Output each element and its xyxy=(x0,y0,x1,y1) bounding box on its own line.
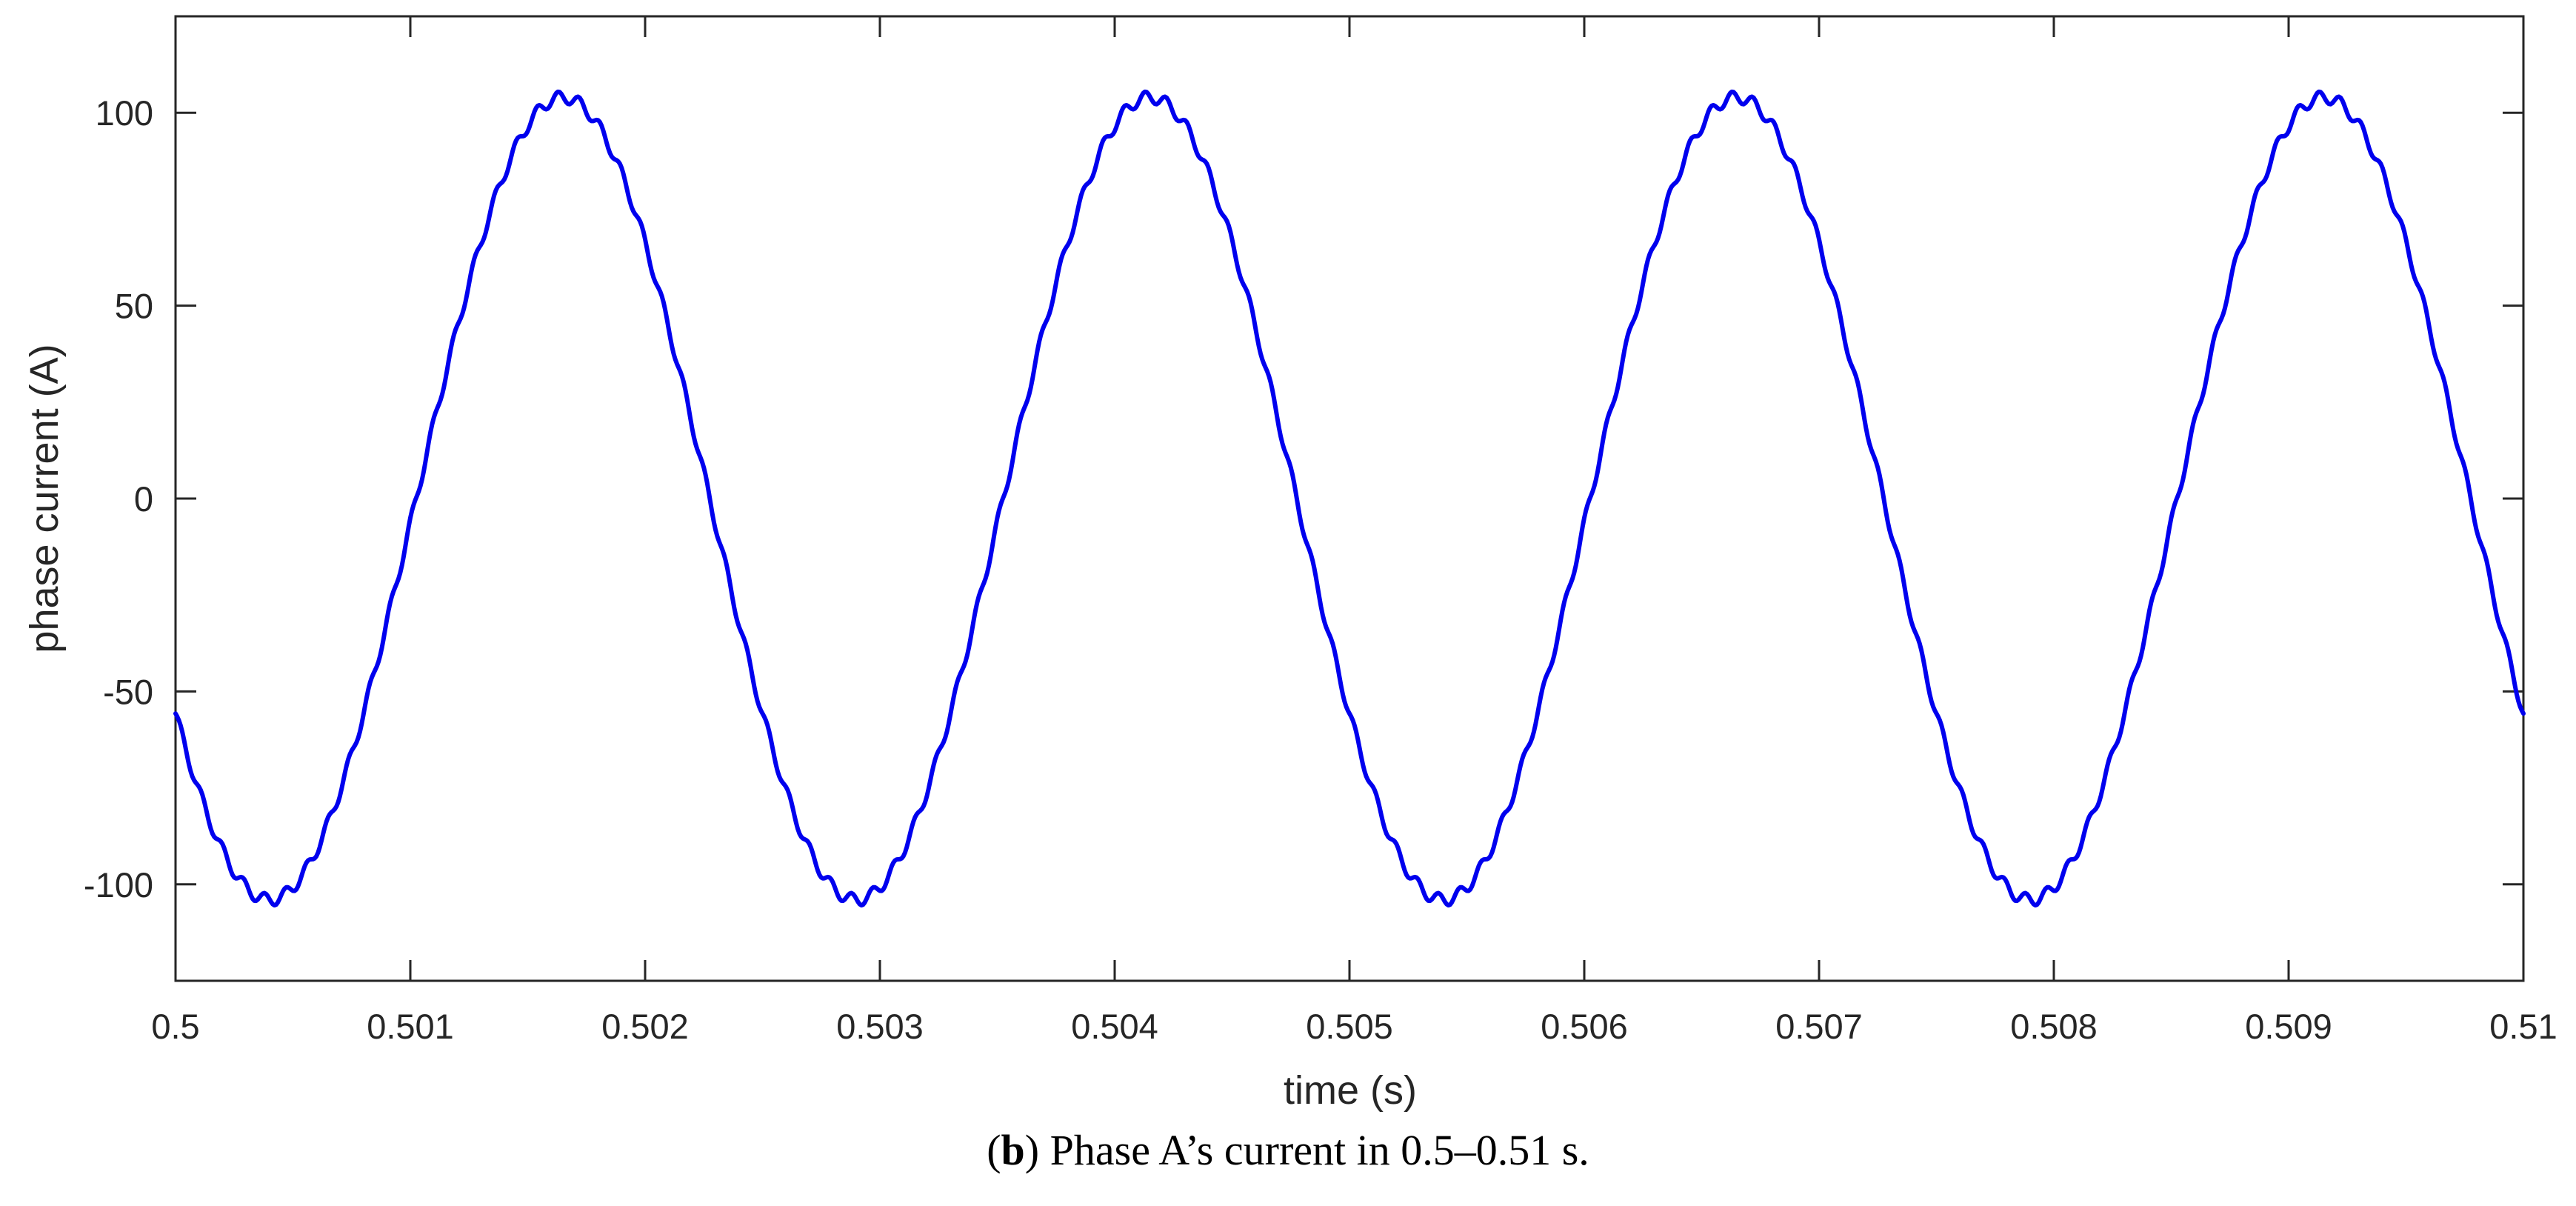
x-tick-label: 0.506 xyxy=(1541,1007,1628,1046)
y-tick-label: -50 xyxy=(103,672,153,711)
x-tick-label: 0.501 xyxy=(367,1007,454,1046)
y-axis-label: phase current (A) xyxy=(22,344,67,653)
x-tick-label: 0.504 xyxy=(1071,1007,1158,1046)
caption-label: b xyxy=(1001,1126,1025,1174)
x-tick-label: 0.507 xyxy=(1775,1007,1863,1046)
y-tick-label: 100 xyxy=(96,93,153,133)
x-tick-label: 0.503 xyxy=(836,1007,924,1046)
x-tick-label: 0.509 xyxy=(2245,1007,2332,1046)
y-tick-label: 0 xyxy=(134,479,153,519)
plot-frame xyxy=(174,15,2525,982)
caption-text: Phase A’s current in 0.5–0.51 s. xyxy=(1039,1126,1589,1174)
x-tick-label: 0.5 xyxy=(151,1007,199,1046)
y-tick-label: 50 xyxy=(115,287,153,326)
x-tick-label: 0.505 xyxy=(1306,1007,1393,1046)
x-tick-label: 0.502 xyxy=(601,1007,689,1046)
figure-caption: (b) Phase A’s current in 0.5–0.51 s. xyxy=(987,1126,1589,1174)
line-chart: 0.5 0.501 0.502 0.503 0.504 0.505 0.506 0.507 0.… xyxy=(22,15,2557,1113)
x-tick-label: 0.51 xyxy=(2489,1007,2557,1046)
x-tick-label: 0.508 xyxy=(2010,1007,2098,1046)
phase-current-line xyxy=(173,89,2526,908)
x-axis-label: time (s) xyxy=(1284,1068,1417,1113)
y-tick-label: -100 xyxy=(84,865,153,904)
